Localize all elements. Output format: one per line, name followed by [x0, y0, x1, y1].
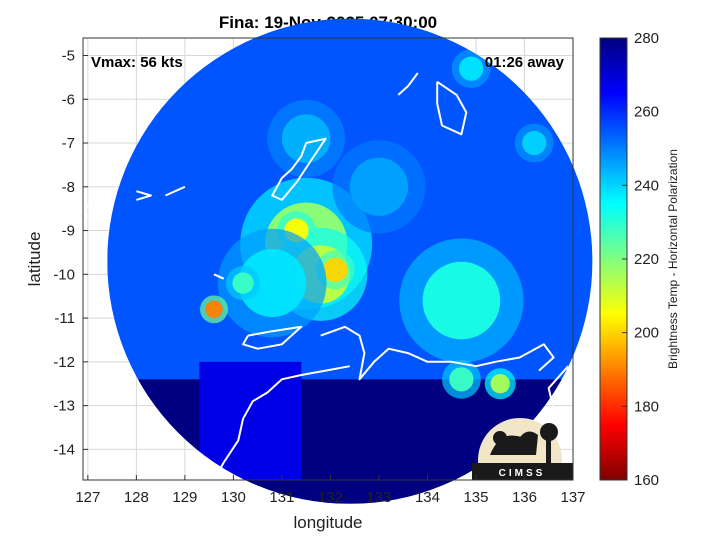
convection-cell: [205, 300, 223, 319]
convection-cell: [323, 257, 348, 283]
coastline: [538, 365, 569, 429]
y-tick-label: -10: [53, 266, 75, 283]
x-tick-label: 132: [318, 489, 343, 506]
x-axis-label: longitude: [293, 513, 362, 532]
y-axis-label: latitude: [25, 232, 44, 287]
coastline: [242, 325, 303, 350]
x-tick-label: 137: [560, 489, 585, 506]
x-tick-label: 135: [463, 489, 488, 506]
convection-cell: [422, 261, 501, 340]
cimss-logo: CIMSS: [472, 418, 573, 480]
x-tick-label: 131: [269, 489, 294, 506]
convection-cell: [458, 56, 484, 81]
y-tick-label: -14: [53, 441, 75, 458]
coastline: [397, 72, 419, 96]
y-tick-label: -11: [54, 310, 75, 327]
coastline: [87, 457, 133, 477]
x-tick-label: 127: [75, 489, 100, 506]
y-tick-label: -7: [62, 135, 75, 152]
convection-cell: [490, 374, 510, 394]
y-tick-label: -6: [62, 91, 75, 108]
y-tick-label: -12: [53, 354, 75, 371]
coastline: [320, 325, 555, 381]
y-axis: -5 -6 -7 -8 -9 -10 -11 -12 -13 -14: [53, 48, 88, 458]
convection-cell: [232, 272, 254, 294]
colorbar-ticks: 160 180 200 220 240 260 280: [622, 30, 659, 489]
colorbar: 160 180 200 220 240 260 280 Brightness Temp - …: [599, 30, 680, 489]
coastline: [83, 203, 99, 219]
colorbar-tick-label: 220: [634, 251, 659, 268]
colorbar-tick-label: 260: [634, 104, 659, 121]
coastline: [271, 137, 327, 201]
y-tick-label: -8: [62, 179, 75, 196]
colorbar-tick-label: 160: [634, 472, 659, 489]
colorbar-tick-label: 200: [634, 325, 659, 342]
x-tick-label: 129: [172, 489, 197, 506]
x-tick-label: 133: [366, 489, 391, 506]
y-tick-label: -13: [53, 398, 75, 415]
convection-cell: [522, 130, 547, 156]
convection-cell: [449, 367, 474, 392]
vmax-annotation: Vmax: 56 kts: [91, 54, 183, 71]
land-warm-region: [199, 361, 302, 480]
coastline: [436, 80, 468, 136]
convection-cell: [349, 157, 409, 216]
x-tick-label: 134: [415, 489, 440, 506]
coastline: [213, 273, 225, 280]
logo-text: CIMSS: [499, 468, 546, 479]
colorbar-tick-label: 180: [634, 398, 659, 415]
x-tick-label: 136: [512, 489, 537, 506]
coastlines: [83, 72, 569, 480]
x-tick-label: 128: [124, 489, 149, 506]
convection-cell: [238, 249, 307, 318]
colorbar-label: Brightness Temp - Horizontal Polarizatio…: [666, 149, 680, 369]
x-axis: 127 128 129 130 131 132 133 134 135 136 137: [75, 475, 586, 506]
colorbar-tick-label: 240: [634, 177, 659, 194]
coastline: [165, 185, 186, 197]
y-tick-label: -9: [62, 223, 75, 240]
plot-frame: [82, 37, 574, 481]
x-tick-label: 130: [221, 489, 246, 506]
coastline: [136, 190, 152, 201]
coastline: [213, 365, 350, 480]
colorbar-tick-label: 280: [634, 30, 659, 47]
y-tick-label: -5: [62, 48, 75, 65]
time-away-annotation: 01:26 away: [485, 54, 565, 71]
